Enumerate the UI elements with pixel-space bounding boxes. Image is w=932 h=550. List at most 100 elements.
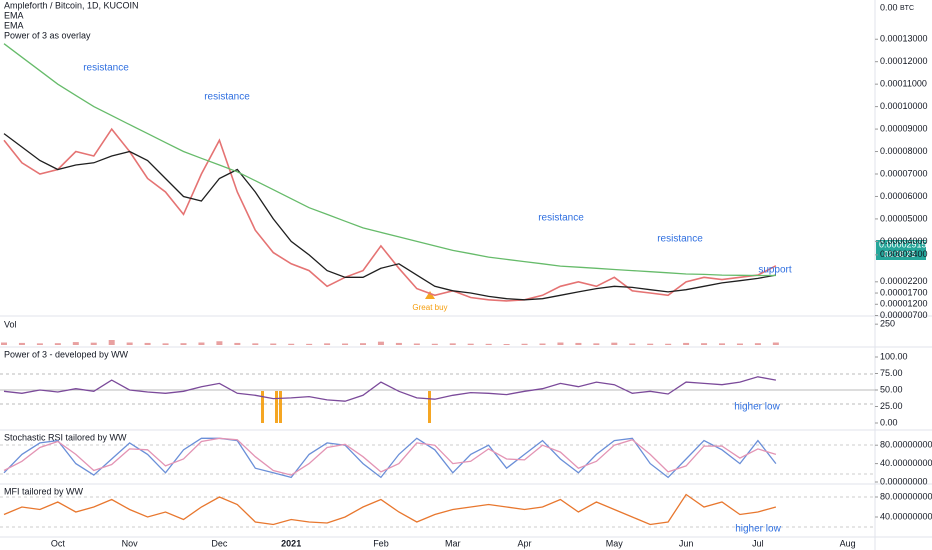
pane-title: Power of 3 - developed by WW	[4, 349, 129, 359]
volume-bar	[180, 343, 187, 345]
y-tick-label: 0.00009000	[880, 123, 928, 133]
volume-bar	[521, 343, 528, 345]
signal-bar	[261, 391, 264, 423]
volume-bar	[1, 342, 7, 345]
annotation: resistance	[657, 234, 703, 245]
volume-bar	[54, 343, 61, 345]
volume-bar	[485, 343, 492, 345]
volume-bar	[701, 343, 708, 345]
volume-bar	[593, 343, 600, 345]
y-tick-label: 40.00000000	[880, 458, 932, 468]
last-price: 0.00002915	[879, 239, 927, 249]
volume-bar	[108, 340, 115, 345]
series-line	[3, 437, 777, 479]
annotation: resistance	[83, 63, 129, 74]
series-line	[3, 127, 777, 302]
volume-bar	[90, 342, 97, 345]
y-tick-label: 0.00010000	[880, 101, 928, 111]
y-tick-label: 100.00	[880, 351, 908, 361]
volume-bar	[126, 342, 133, 345]
volume-bar	[306, 343, 313, 345]
y-tick-label: 0.00000000	[880, 476, 928, 486]
volume-bar	[629, 343, 636, 345]
y-tick-label: 0.00006000	[880, 191, 928, 201]
y-tick-label: 0.00007000	[880, 168, 928, 178]
series-line	[3, 376, 777, 402]
x-tick-label: Aug	[840, 538, 856, 548]
y-tick-label: 80.00000000	[880, 491, 932, 501]
annotation: support	[758, 265, 792, 276]
indicator-label: EMA	[4, 20, 24, 30]
volume-bar	[467, 343, 474, 345]
axis-unit: BTC	[900, 5, 914, 12]
series-line	[3, 437, 777, 476]
volume-bar	[719, 343, 725, 345]
chart-title: Ampleforth / Bitcoin, 1D, KUCOIN	[4, 0, 139, 10]
series-line	[3, 493, 777, 526]
volume-bar	[72, 342, 79, 345]
x-tick-label: Dec	[211, 538, 228, 548]
annotation: higher low	[735, 524, 781, 535]
x-tick-label: 2021	[281, 538, 301, 548]
volume-bar	[413, 343, 420, 345]
volume-bar	[575, 342, 582, 345]
annotation: resistance	[204, 92, 250, 103]
volume-bar	[342, 343, 349, 345]
series-line	[3, 43, 776, 277]
y-tick-label: 75.00	[880, 368, 903, 378]
volume-bar	[288, 343, 295, 345]
annotation: higher low	[734, 402, 780, 413]
y-tick-label: 0.00002200	[880, 276, 928, 286]
y-tick-label: 0.00004000	[880, 236, 928, 246]
countdown: 02:28:23	[884, 250, 916, 259]
annotation: resistance	[538, 213, 584, 224]
volume-bar	[539, 343, 546, 345]
volume-bar	[431, 343, 438, 345]
y-tick-label: 0.00012000	[880, 56, 928, 66]
volume-bar	[324, 343, 331, 345]
volume-bar	[683, 342, 690, 345]
y-tick-label: 0.00	[880, 417, 898, 427]
series-line	[3, 133, 777, 301]
pane-title: MFI tailored by WW	[4, 486, 84, 496]
y-tick-label: 0.00011000	[880, 79, 927, 89]
volume-bar	[647, 343, 654, 345]
x-tick-label: Nov	[122, 538, 139, 548]
volume-bar	[503, 344, 510, 345]
volume-bar	[144, 342, 151, 345]
y-tick-label: 0.00000700	[880, 310, 928, 320]
y-tick-label: 50.00	[880, 384, 903, 394]
x-tick-label: Feb	[373, 538, 389, 548]
pane-title: Stochastic RSI tailored by WW	[4, 432, 127, 442]
volume-bar	[234, 342, 241, 345]
volume-bar	[360, 343, 366, 345]
volume-bar	[252, 343, 259, 345]
volume-bar	[611, 342, 618, 345]
y-tick-label: 0.00001200	[880, 299, 928, 309]
y-tick-label: 0.00005000	[880, 213, 928, 223]
volume-bar	[736, 343, 743, 345]
price-tag	[876, 240, 926, 260]
y-tick-label: 250	[880, 319, 895, 329]
volume-bar	[18, 342, 25, 345]
volume-bar	[449, 343, 456, 345]
volume-bar	[377, 341, 384, 345]
x-tick-label: May	[606, 538, 624, 548]
x-tick-label: Jul	[752, 538, 764, 548]
top-label: 0.00	[880, 2, 898, 12]
signal-bar	[428, 391, 431, 423]
volume-bar	[198, 342, 205, 345]
volume-bar	[665, 343, 672, 345]
x-tick-label: Mar	[445, 538, 461, 548]
x-tick-label: Oct	[51, 538, 66, 548]
signal-bar	[279, 391, 282, 423]
x-tick-label: Apr	[518, 538, 532, 548]
indicator-label: Power of 3 as overlay	[4, 30, 91, 40]
volume-bar	[162, 343, 169, 345]
y-tick-label: 0.00008000	[880, 146, 928, 156]
pane-title: Vol	[4, 319, 17, 329]
volume-bar	[36, 343, 43, 345]
signal-bar	[275, 391, 278, 423]
